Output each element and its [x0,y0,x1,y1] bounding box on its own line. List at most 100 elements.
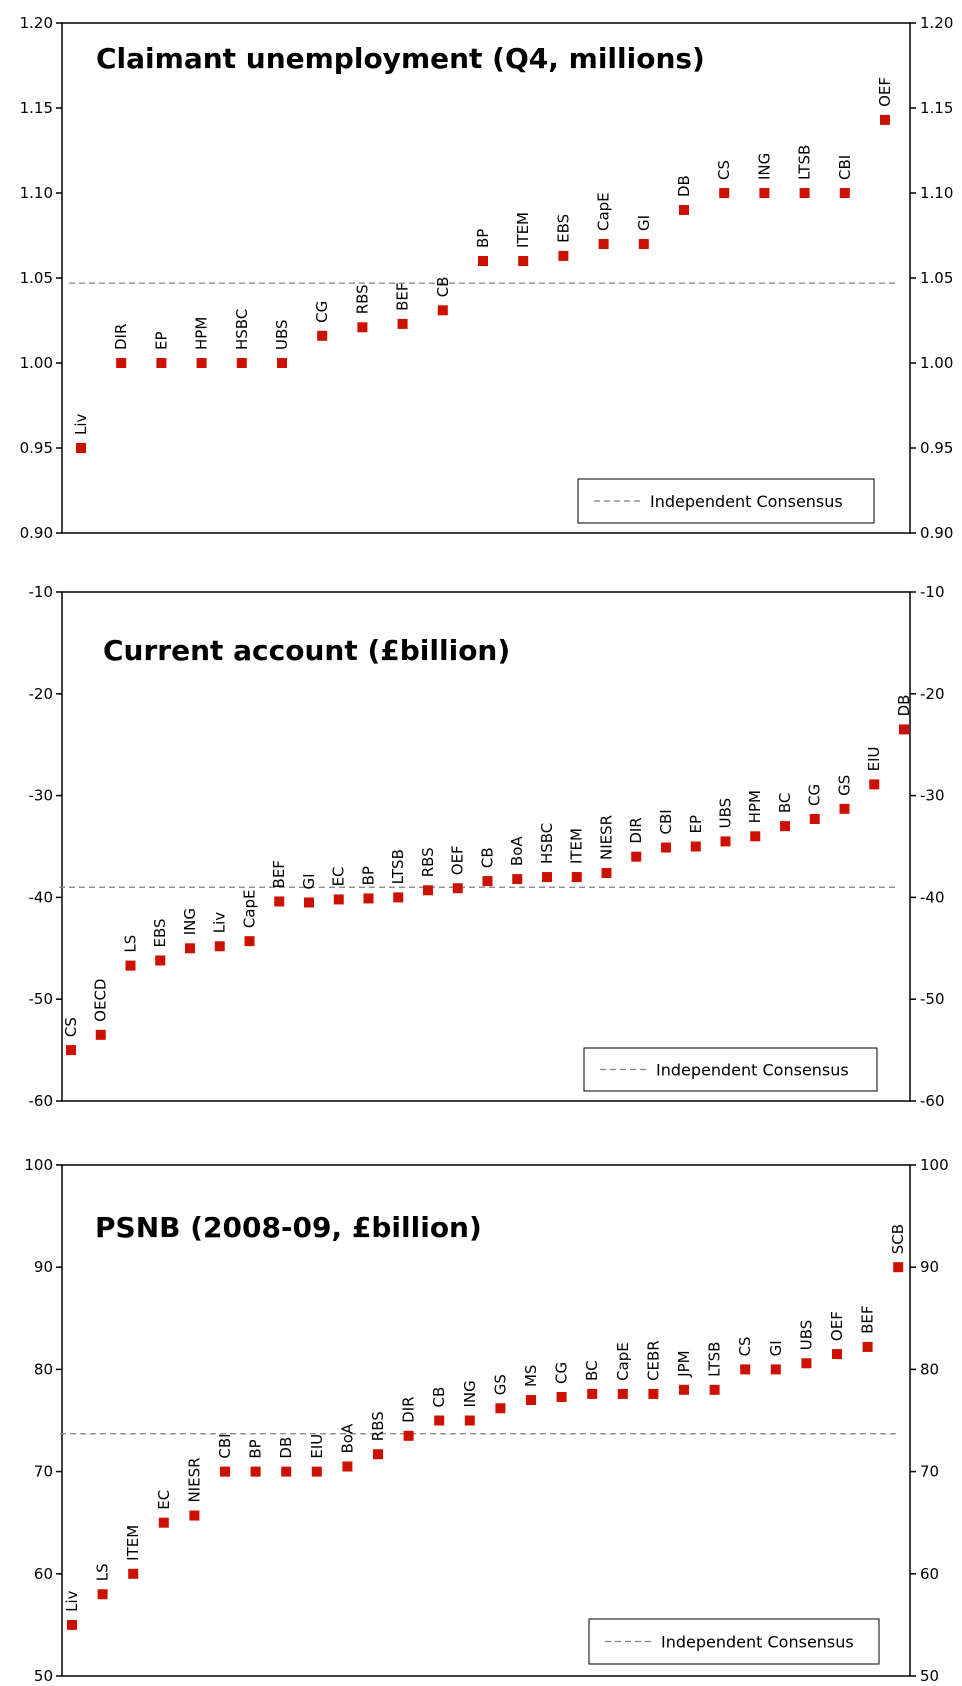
y-tick-label-left: -30 [29,787,54,805]
data-label-ubs: UBS [797,1320,815,1351]
data-label-cbi: CBI [216,1433,234,1458]
data-label-cs: CS [736,1336,754,1356]
data-label-niesr: NIESR [185,1457,203,1502]
data-point-cg [317,330,328,341]
data-label-hpm: HPM [193,317,211,350]
data-label-cebr: CEBR [644,1340,662,1381]
data-label-dir: DIR [112,324,130,350]
data-point-gi [770,1364,781,1375]
data-label-ing: ING [755,153,773,180]
data-label-ltsb: LTSB [796,145,814,180]
data-label-db: DB [895,695,913,717]
data-label-liv: Liv [72,413,90,435]
chart-title: Claimant unemployment (Q4, millions) [96,42,705,75]
data-point-boa [512,874,523,885]
data-label-ubs: UBS [273,319,291,350]
data-label-cb: CB [479,847,497,868]
y-tick-label-right: 1.05 [920,269,953,287]
y-tick-label-right: 90 [920,1258,939,1276]
data-label-gs: GS [836,775,854,796]
y-tick-label-left: 1.20 [20,14,53,32]
data-point-ep [690,841,701,852]
data-point-ls [125,960,136,971]
legend-label: Independent Consensus [650,492,843,511]
data-label-db: DB [277,1437,295,1459]
y-tick-label-left: -40 [29,888,54,906]
data-label-item: ITEM [124,1525,142,1561]
data-label-bc: BC [776,793,794,814]
y-tick-label-left: 1.10 [20,184,53,202]
y-tick-label-left: 60 [34,1565,53,1583]
data-point-item [571,872,582,883]
data-label-hsbc: HSBC [538,823,556,864]
data-point-liv [214,941,225,952]
data-point-ebs [558,250,569,261]
plot-area-frame [61,22,911,534]
data-label-oef: OEF [828,1311,846,1341]
data-label-boa: BoA [338,1423,356,1453]
chart-panel-3: 50 50 60 60 70 70 80 80 90 90 100 100 PSNB (2008-09,… [24,1156,948,1685]
data-label-ms: MS [522,1365,540,1387]
data-label-hpm: HPM [746,790,764,823]
data-point-eiu [869,779,880,790]
data-label-ebs: EBS [151,918,169,947]
data-label-db: DB [675,175,693,197]
data-label-ec: EC [330,866,348,886]
y-tick-label-right: 100 [920,1156,949,1174]
data-label-bef: BEF [270,860,288,888]
chart-panel-1: 0.90 0.90 0.95 0.95 1.00 1.00 1.05 1.05 1.10 1.10… [20,14,954,542]
y-tick-label-left: -20 [29,685,54,703]
data-point-ec [333,894,344,905]
data-point-bef [274,896,285,907]
data-label-ls: LS [122,935,140,953]
data-point-oef [880,114,890,125]
y-tick-label-right: -60 [920,1092,945,1110]
data-point-ing [185,943,195,954]
data-label-boa: BoA [508,836,526,866]
data-label-niesr: NIESR [598,815,616,860]
chart-title: PSNB (2008-09, £billion) [95,1211,482,1244]
data-label-cs: CS [62,1017,80,1037]
legend-label: Independent Consensus [656,1061,849,1080]
chart-title: Current account (£billion) [103,634,510,667]
data-point-ubs [801,1358,812,1369]
data-point-bp [250,1466,261,1477]
y-tick-label-right: -10 [920,583,945,601]
data-point-ing [759,188,770,198]
data-label-bc: BC [583,1360,601,1381]
data-point-cbi [220,1466,230,1477]
data-label-bp: BP [247,1439,265,1458]
data-point-ep [156,358,167,368]
y-tick-label-left: 1.15 [20,99,53,117]
data-label-oef: OEF [449,845,467,875]
data-label-gi: GI [635,215,653,231]
data-label-bef: BEF [859,1306,877,1334]
y-tick-label-left: 0.90 [20,524,53,542]
data-point-bc [780,821,790,832]
data-point-ubs [720,836,731,847]
y-tick-label-right: 0.95 [920,439,953,457]
data-label-eiu: EIU [865,747,883,772]
data-label-cb: CB [434,277,452,298]
y-tick-label-right: 50 [920,1667,939,1685]
data-point-rbs [423,885,433,896]
data-label-liv: Liv [63,1590,81,1612]
data-label-rbs: RBS [419,847,437,877]
data-label-liv: Liv [211,912,229,934]
data-label-ec: EC [155,1490,173,1510]
data-point-oef [452,883,463,894]
data-label-bp: BP [360,866,378,885]
y-tick-label-right: -50 [920,990,945,1008]
data-label-cb: CB [430,1387,448,1408]
data-point-hpm [196,358,207,368]
y-tick-label-right: -20 [920,685,945,703]
data-label-oef: OEF [876,77,894,107]
data-point-liv [76,443,86,453]
data-point-ltsb [799,188,810,198]
data-point-cs [66,1045,76,1056]
data-label-ing: ING [461,1380,479,1407]
data-label-cg: CG [313,301,331,323]
data-point-dir [631,851,642,862]
data-point-ms [526,1395,536,1406]
y-tick-label-left: -60 [29,1092,54,1110]
